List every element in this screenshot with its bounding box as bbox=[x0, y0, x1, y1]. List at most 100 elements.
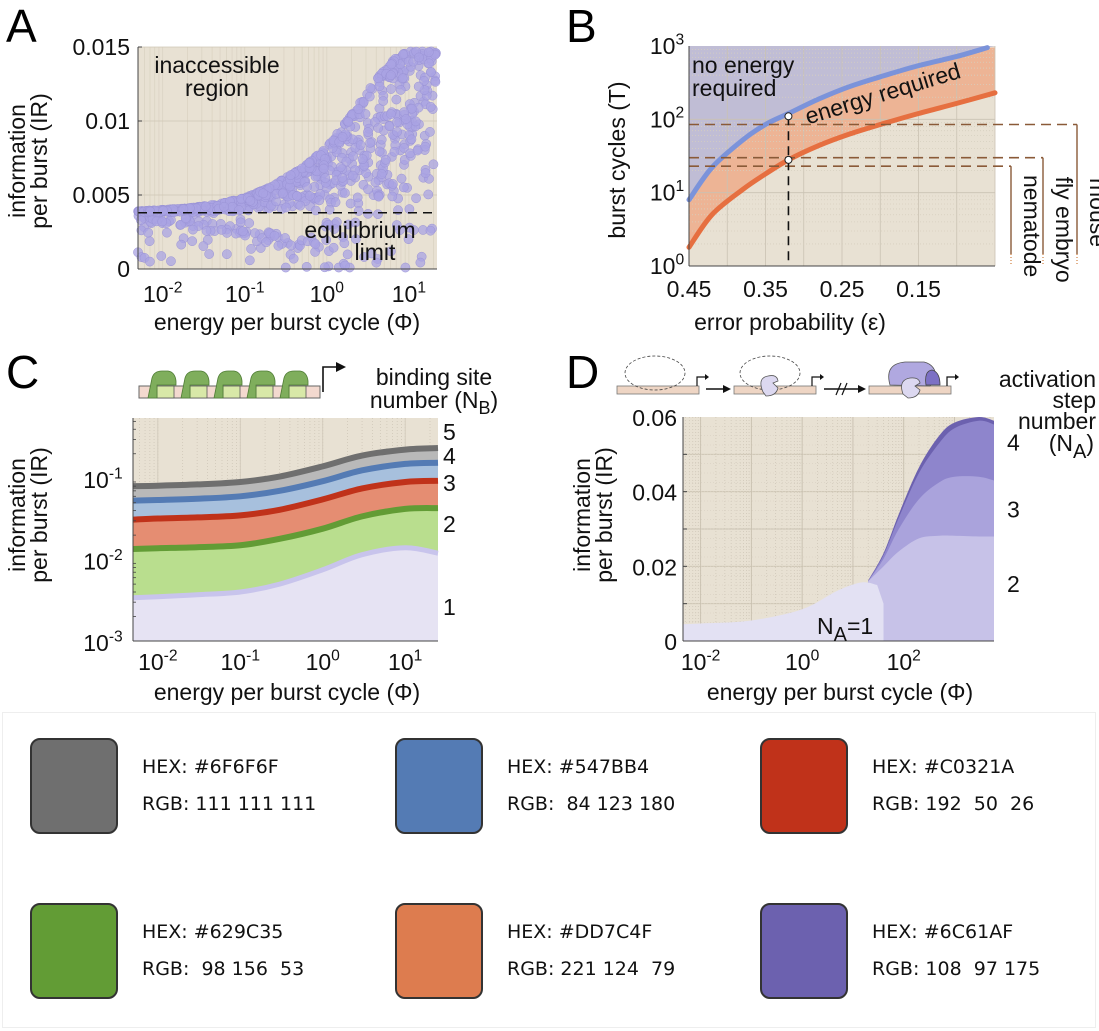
swatch-text: HEX: #C0321A RGB: 192 50 26 bbox=[872, 749, 1034, 823]
scatter-point bbox=[273, 240, 284, 251]
swatch-text: HEX: #6C61AF RGB: 108 97 175 bbox=[872, 914, 1040, 988]
swatch-hex: HEX: #629C35 bbox=[142, 921, 284, 943]
swatch-hex: HEX: #6F6F6F bbox=[142, 756, 279, 778]
line-nb-3 bbox=[132, 477, 439, 523]
x-tick-label: 100 bbox=[306, 647, 341, 675]
transcription-factor-icon bbox=[213, 370, 243, 399]
x-tick-label: 100 bbox=[785, 647, 820, 675]
scatter-point bbox=[363, 127, 373, 137]
scatter-point bbox=[350, 217, 361, 228]
x-tick-label: 10-1 bbox=[225, 279, 265, 307]
promoter-arrow bbox=[696, 376, 705, 386]
color-swatch: HEX: #629C35 RGB: 98 156 53 bbox=[30, 903, 304, 999]
color-swatch-box bbox=[30, 903, 118, 999]
scatter-point bbox=[216, 224, 227, 235]
scatter-point bbox=[355, 140, 366, 150]
color-swatch: HEX: #547BB4 RGB: 84 123 180 bbox=[395, 738, 675, 834]
y-axis-label: informationper burst (IR) bbox=[4, 447, 52, 582]
y-axis-label: informationper burst (IR) bbox=[4, 93, 52, 228]
x-tick-label: 0.25 bbox=[820, 276, 865, 302]
scatter-point bbox=[376, 134, 387, 145]
scatter-point bbox=[157, 216, 168, 227]
promoter-arrowhead-icon bbox=[820, 374, 824, 380]
x-tick-label: 0.15 bbox=[896, 276, 941, 302]
scatter-point bbox=[386, 109, 396, 119]
scatter-point bbox=[365, 83, 376, 93]
swatch-hex: HEX: #C0321A bbox=[872, 756, 1015, 778]
energy-bound-line bbox=[686, 90, 998, 250]
scatter-point bbox=[310, 239, 321, 249]
scatter-point bbox=[281, 202, 291, 213]
scatter-point bbox=[321, 235, 332, 245]
color-swatch: HEX: #6C61AF RGB: 108 97 175 bbox=[760, 903, 1040, 999]
scatter-point bbox=[342, 249, 353, 260]
required-label: required bbox=[692, 75, 776, 101]
y-tick-label: 0.06 bbox=[632, 405, 677, 431]
swatch-rgb: RGB: 98 156 53 bbox=[142, 958, 305, 980]
scatter-point bbox=[285, 170, 296, 181]
binding-site-schematic bbox=[138, 362, 346, 399]
species-label-mouse: mouse bbox=[1085, 178, 1099, 247]
swatch-text: HEX: #547BB4 RGB: 84 123 180 bbox=[507, 749, 675, 823]
scatter-point bbox=[305, 190, 315, 201]
scatter-point bbox=[244, 218, 255, 228]
no-energy-label: no energy bbox=[692, 52, 795, 78]
x-axis-label: energy per burst cycle (Φ) bbox=[707, 679, 973, 705]
scatter-point bbox=[144, 236, 155, 247]
limit-label: limit bbox=[355, 239, 396, 265]
scatter-point bbox=[324, 204, 335, 215]
scatter-point bbox=[420, 168, 431, 178]
scatter-point bbox=[201, 226, 212, 236]
scatter-point bbox=[353, 104, 364, 114]
x-axis-label: energy per burst cycle (Φ) bbox=[154, 309, 420, 335]
x-tick-label: 0.35 bbox=[743, 276, 788, 302]
scatter-point bbox=[410, 116, 421, 127]
panel-letter-a: A bbox=[6, 0, 37, 52]
scatter-point bbox=[337, 172, 348, 183]
na-label-3: 3 bbox=[1007, 496, 1020, 522]
swatch-rgb: RGB: 111 111 111 bbox=[142, 793, 317, 815]
scatter-point bbox=[374, 81, 385, 92]
scatter-point bbox=[245, 195, 256, 206]
scatter-point bbox=[395, 225, 405, 235]
chart-c: 10-3 10-2 10-1 10-2 10-1 100 101 energy per bur… bbox=[4, 362, 498, 705]
scatter-point bbox=[398, 49, 409, 60]
x-tick-label: 101 bbox=[388, 647, 422, 675]
scatter-point bbox=[426, 67, 436, 77]
promoter-arrowhead-icon bbox=[705, 374, 709, 380]
y-tick-label: 0.02 bbox=[632, 554, 677, 580]
scatter-point bbox=[340, 260, 350, 271]
color-swatch: HEX: #C0321A RGB: 192 50 26 bbox=[760, 738, 1034, 834]
line-nb-2 bbox=[132, 505, 439, 553]
scatter-point bbox=[386, 84, 396, 94]
scatter-point bbox=[386, 246, 396, 257]
binding-site bbox=[156, 385, 175, 399]
color-swatch: HEX: #6F6F6F RGB: 111 111 111 bbox=[30, 738, 316, 834]
scatter-point bbox=[392, 127, 402, 137]
scatter-point bbox=[337, 132, 348, 142]
scatter-point bbox=[187, 236, 198, 246]
scatter-point bbox=[373, 123, 384, 133]
scatter-point bbox=[162, 227, 172, 238]
nb-label-4: 4 bbox=[443, 443, 456, 469]
na-header-label: (NA) bbox=[1049, 430, 1094, 463]
y-tick-label: 0 bbox=[117, 256, 130, 282]
scatter-point bbox=[400, 262, 411, 273]
scatter-point bbox=[235, 217, 246, 228]
scatter-point bbox=[219, 201, 229, 212]
swatch-text: HEX: #DD7C4F RGB: 221 124 79 bbox=[507, 914, 675, 988]
equilibrium-label: equilibrium bbox=[304, 217, 415, 243]
step-label: step bbox=[1053, 387, 1096, 413]
swatch-rgb: RGB: 221 124 79 bbox=[507, 958, 676, 980]
scatter-point bbox=[430, 77, 441, 87]
scatter-point bbox=[261, 237, 272, 248]
dna-strand bbox=[616, 385, 700, 395]
x-tick-label: 101 bbox=[392, 279, 426, 307]
scatter-point bbox=[389, 146, 400, 157]
scatter-point bbox=[347, 170, 358, 181]
swatch-rgb: RGB: 108 97 175 bbox=[872, 958, 1041, 980]
x-tick-label: 10-2 bbox=[681, 647, 721, 675]
scatter-point bbox=[413, 81, 424, 92]
binding-site bbox=[189, 385, 208, 399]
